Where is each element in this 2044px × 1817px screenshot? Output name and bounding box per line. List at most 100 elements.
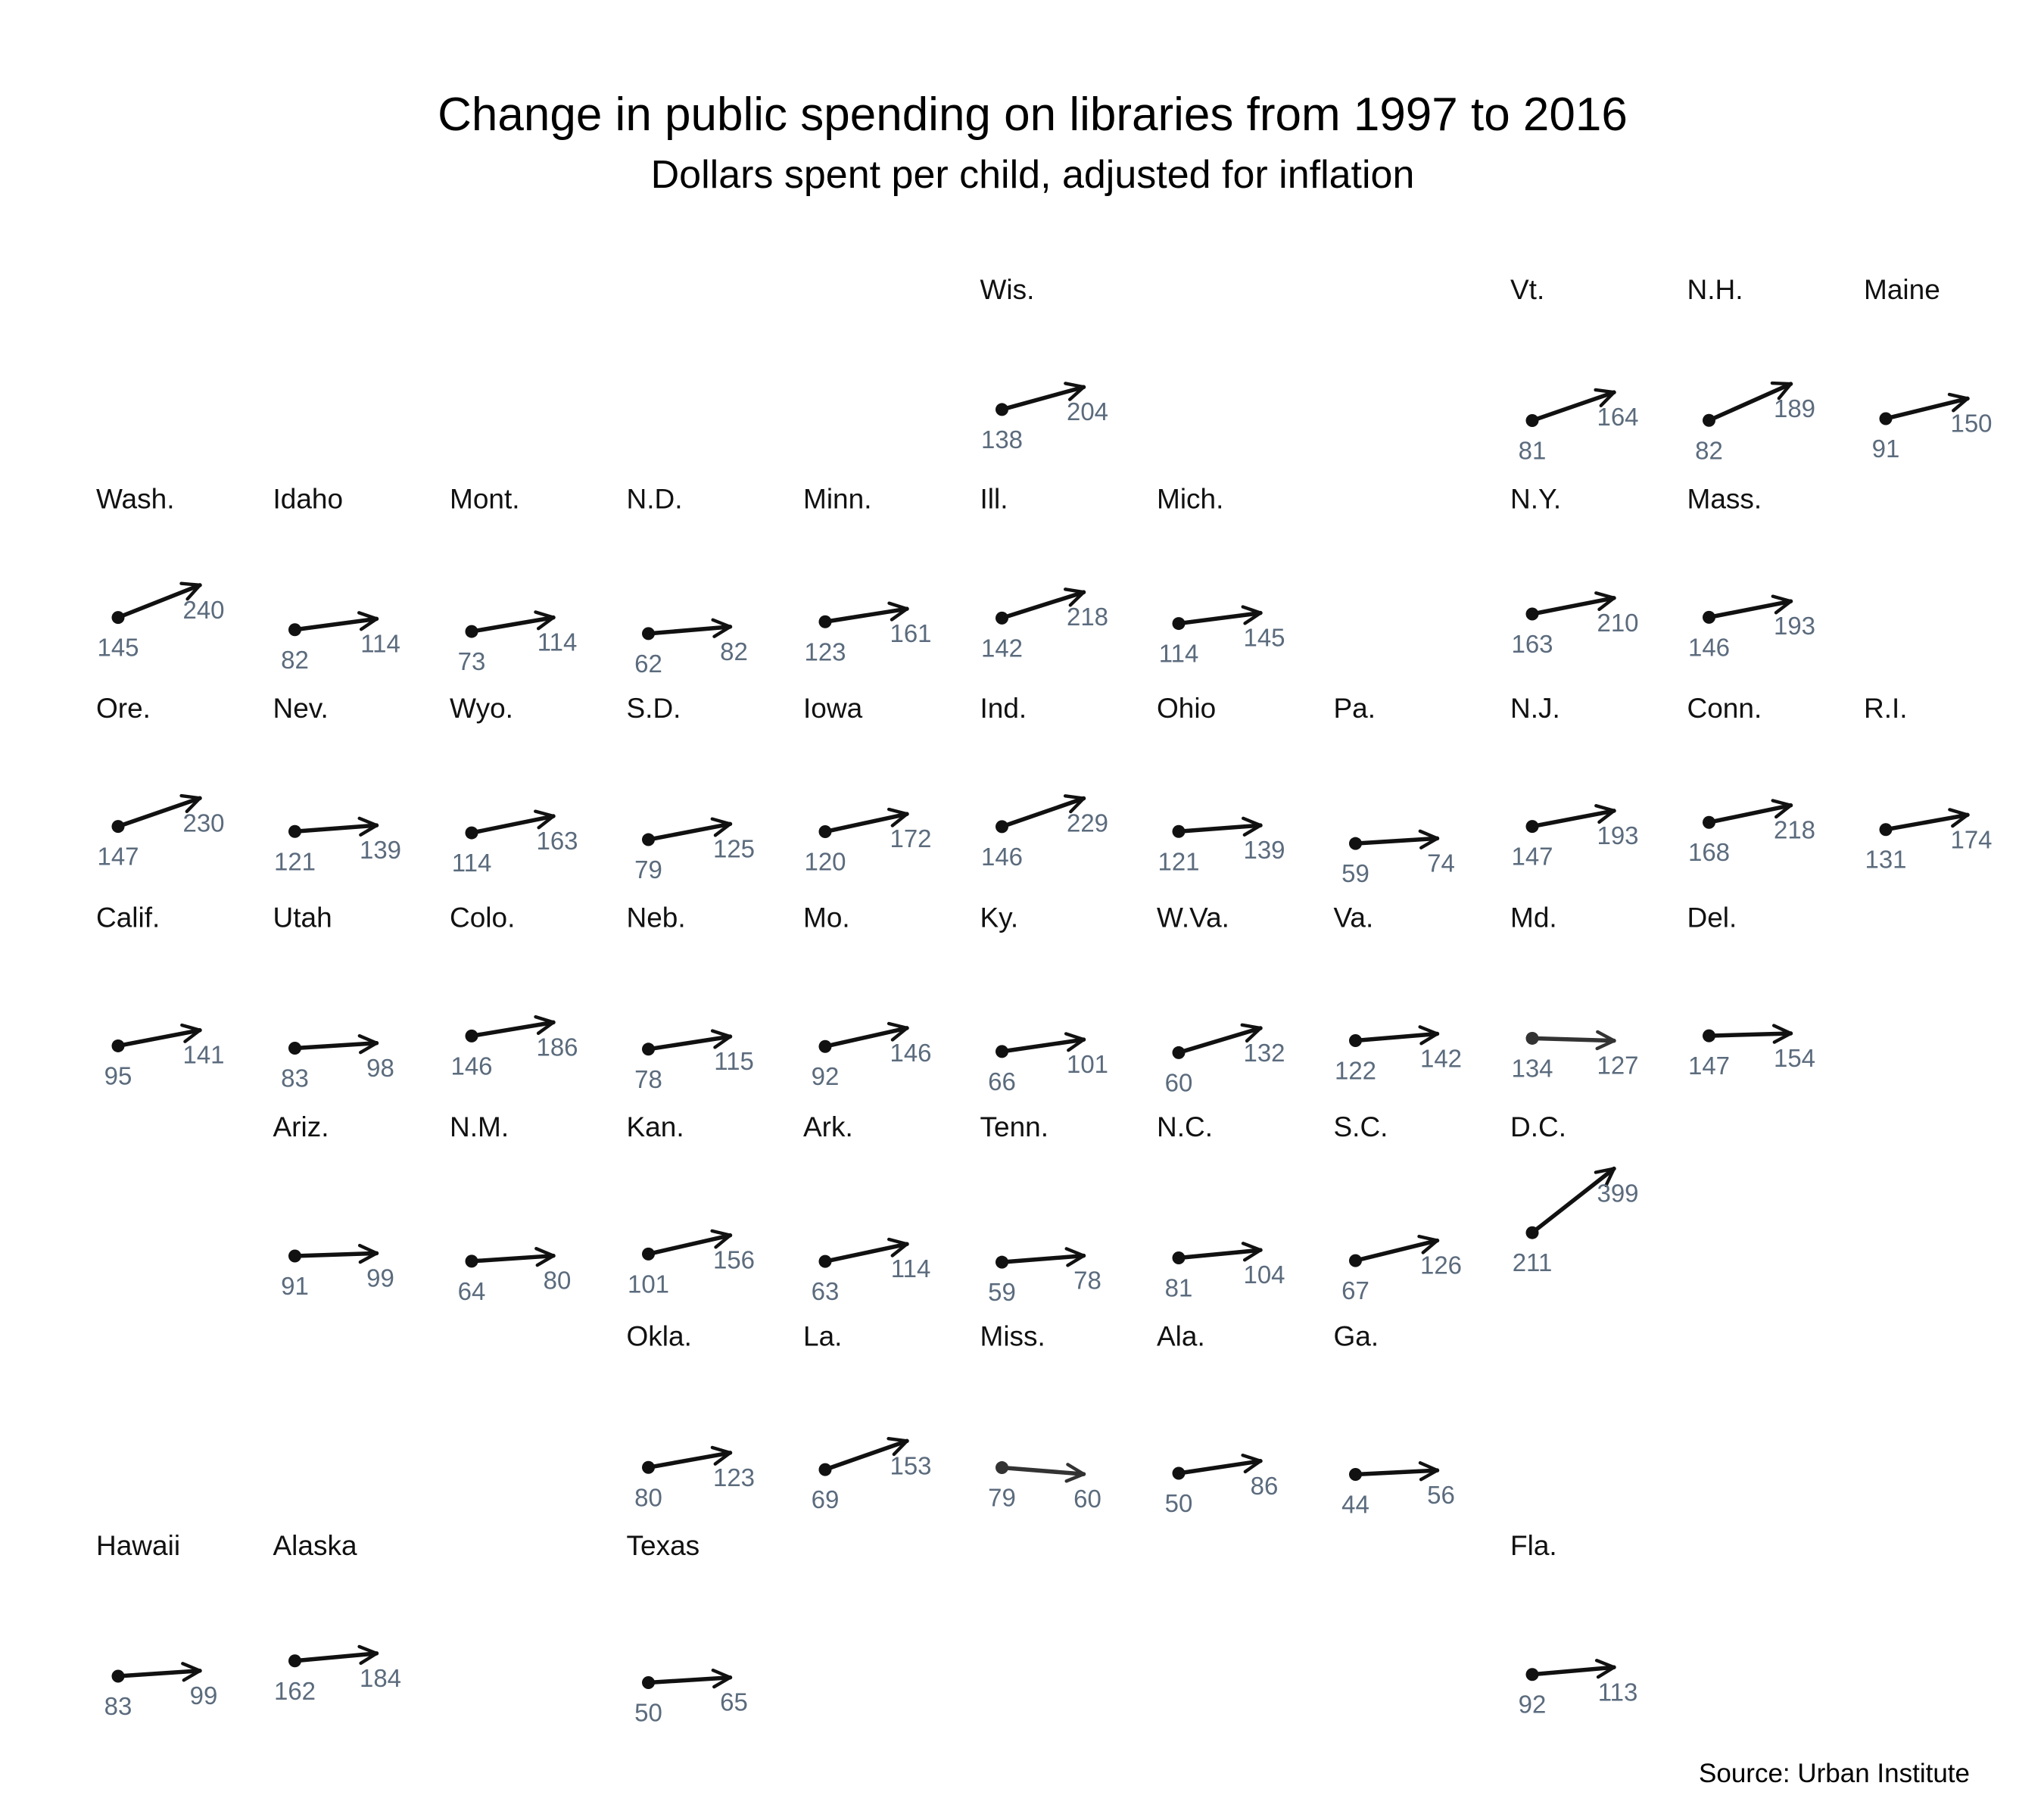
- state-tile-n-y: N.Y. 163 210: [1510, 484, 1639, 659]
- value-1997-label: 134: [1511, 1054, 1553, 1082]
- value-1997-label: 79: [634, 856, 662, 884]
- state-label: Ala.: [1157, 1321, 1205, 1352]
- value-1997-label: 92: [1519, 1691, 1547, 1719]
- start-point: [642, 1247, 655, 1261]
- change-arrow: [1884, 392, 1970, 421]
- change-arrow: [823, 807, 909, 834]
- start-point: [1349, 1468, 1362, 1482]
- start-point: [111, 1039, 125, 1052]
- value-2016-label: 153: [890, 1451, 931, 1479]
- state-tile-nev: Nev. 121 139: [273, 693, 402, 875]
- value-2016-label: 186: [536, 1033, 578, 1061]
- source-note: Source: Urban Institute: [1699, 1759, 1970, 1788]
- value-2016-label: 184: [360, 1664, 401, 1692]
- state-label: N.H.: [1687, 274, 1743, 305]
- change-arrow: [116, 581, 202, 620]
- state-tile-wis: Wis. 138 204: [980, 274, 1109, 453]
- state-label: Md.: [1510, 902, 1557, 933]
- value-2016-label: 65: [720, 1688, 748, 1716]
- change-arrow: [1706, 1024, 1793, 1044]
- change-arrow: [823, 1021, 909, 1049]
- state-label: Alaska: [273, 1530, 357, 1561]
- value-1997-label: 146: [981, 843, 1023, 871]
- start-point: [465, 1254, 478, 1268]
- state-label: Tenn.: [980, 1111, 1049, 1142]
- state-tile-ky: Ky. 66 101: [980, 902, 1109, 1095]
- start-point: [1879, 412, 1893, 425]
- change-arrow: [292, 611, 379, 632]
- state-label: Minn.: [803, 484, 871, 515]
- state-tile-mich: Mich. 114 145: [1157, 484, 1285, 668]
- value-2016-label: 141: [182, 1041, 224, 1069]
- state-tile-del: Del. 147 154: [1687, 902, 1816, 1080]
- value-1997-label: 95: [104, 1061, 132, 1089]
- value-1997-label: 123: [804, 637, 846, 665]
- change-arrow: [1353, 1461, 1440, 1482]
- state-tile-wyo: Wyo. 114 163: [450, 693, 578, 877]
- start-point: [642, 627, 655, 640]
- state-label: Colo.: [450, 902, 515, 933]
- value-2016-label: 80: [544, 1267, 572, 1295]
- value-1997-label: 92: [812, 1062, 840, 1090]
- change-arrow: [116, 1023, 202, 1049]
- change-arrow: [1176, 816, 1263, 837]
- value-2016-label: 132: [1243, 1039, 1285, 1067]
- change-arrow: [646, 1445, 733, 1470]
- start-point: [642, 833, 655, 846]
- change-arrow: [1706, 381, 1793, 423]
- value-2016-label: 210: [1597, 609, 1638, 637]
- value-1997-label: 91: [281, 1272, 309, 1300]
- state-tile-maine: Maine 91 150: [1864, 274, 1993, 463]
- state-label: Ore.: [96, 693, 151, 724]
- value-2016-label: 60: [1073, 1485, 1101, 1513]
- change-arrow: [1176, 1242, 1263, 1262]
- state-tile-idaho: Idaho 82 114: [273, 484, 400, 674]
- value-1997-label: 66: [988, 1067, 1016, 1095]
- value-2016-label: 127: [1597, 1052, 1638, 1080]
- change-arrow: [999, 1463, 1086, 1483]
- state-tile-n-d: N.D. 62 82: [627, 484, 748, 678]
- value-1997-label: 50: [634, 1698, 662, 1726]
- state-tile-miss: Miss. 79 60: [980, 1321, 1101, 1513]
- value-2016-label: 204: [1067, 397, 1108, 425]
- change-arrow: [116, 1662, 202, 1682]
- value-1997-label: 67: [1341, 1276, 1369, 1304]
- state-tile-calif: Calif. 95 141: [96, 902, 225, 1090]
- value-2016-label: 114: [537, 628, 578, 656]
- value-2016-label: 163: [536, 827, 578, 855]
- start-point: [1172, 1466, 1186, 1480]
- state-label: Utah: [273, 902, 332, 933]
- change-arrow: [823, 601, 909, 625]
- start-point: [1703, 815, 1715, 829]
- state-label: Wis.: [980, 274, 1035, 305]
- state-label: Nev.: [273, 693, 329, 724]
- state-tile-ore: Ore. 147 230: [96, 693, 225, 871]
- start-point: [1172, 1046, 1186, 1059]
- value-2016-label: 230: [182, 809, 224, 837]
- start-point: [996, 403, 1008, 416]
- change-arrow: [1530, 1659, 1616, 1679]
- value-1997-label: 131: [1865, 846, 1906, 874]
- start-point: [1172, 1251, 1186, 1265]
- start-point: [111, 1669, 125, 1683]
- value-1997-label: 145: [97, 634, 139, 662]
- state-label: Idaho: [273, 484, 344, 515]
- start-point: [1525, 1226, 1539, 1239]
- change-arrow: [1884, 808, 1970, 832]
- change-arrow: [1176, 1453, 1263, 1476]
- start-point: [996, 1045, 1008, 1058]
- value-1997-label: 162: [274, 1677, 316, 1705]
- state-tile-kan: Kan. 101 156: [627, 1111, 756, 1298]
- value-2016-label: 123: [713, 1463, 755, 1491]
- state-tile-mass: Mass. 146 193: [1687, 484, 1816, 662]
- state-label: Maine: [1864, 274, 1940, 305]
- state-tile-mont: Mont. 73 114: [450, 484, 577, 676]
- start-point: [996, 611, 1008, 625]
- state-label: Mo.: [803, 902, 850, 933]
- value-2016-label: 174: [1950, 825, 1992, 853]
- value-2016-label: 164: [1597, 403, 1638, 431]
- state-tile-tenn: Tenn. 59 78: [980, 1111, 1101, 1306]
- value-1997-label: 120: [804, 848, 846, 876]
- change-arrow: [292, 816, 379, 837]
- value-2016-label: 218: [1774, 816, 1815, 844]
